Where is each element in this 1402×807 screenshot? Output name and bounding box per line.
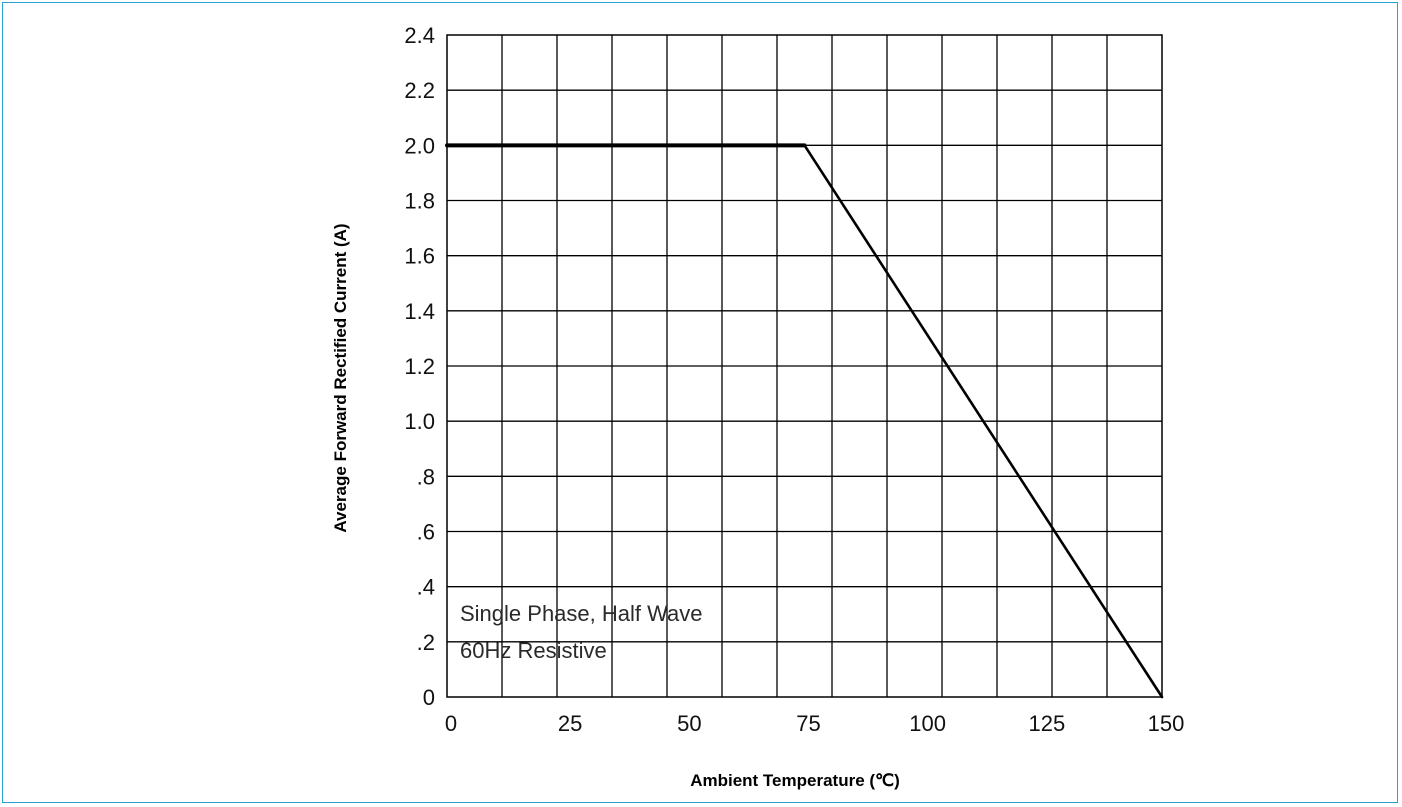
y-tick-label: 1.8 — [404, 189, 435, 214]
y-tick-label: .8 — [417, 464, 435, 489]
plot-border — [446, 34, 1163, 698]
y-tick-label: 2.0 — [404, 133, 435, 158]
x-tick-label: 100 — [909, 711, 946, 736]
series-line-segment — [803, 144, 1164, 699]
y-tick-label: .4 — [417, 575, 435, 600]
y-axis-title: Average Forward Rectified Current (A) — [331, 223, 350, 532]
y-tick-label: 0 — [423, 685, 435, 710]
y-tick-label: .2 — [417, 630, 435, 655]
y-tick-labels: 0 .2 .4 .6 .8 1.0 1.2 1.4 1.6 1.8 2.0 2.2 2.4 — [404, 23, 435, 710]
annotation-line-2: 60Hz Resistive — [460, 638, 607, 663]
y-tick-label: 1.6 — [404, 244, 435, 269]
y-tick-label: .6 — [417, 520, 435, 545]
x-tick-label: 50 — [677, 711, 701, 736]
y-tick-label: 1.2 — [404, 354, 435, 379]
grid — [447, 35, 1162, 697]
annotation-line-1: Single Phase, Half Wave — [460, 601, 703, 626]
x-tick-labels: 0 25 50 75 100 125 150 — [445, 711, 1184, 736]
y-tick-label: 1.4 — [404, 299, 435, 324]
y-tick-label: 2.2 — [404, 78, 435, 103]
x-tick-label: 150 — [1148, 711, 1185, 736]
x-tick-label: 25 — [558, 711, 582, 736]
x-tick-label: 125 — [1028, 711, 1065, 736]
y-tick-label: 2.4 — [404, 23, 435, 48]
x-axis-title: Ambient Temperature (℃) — [690, 771, 900, 790]
x-tick-label: 0 — [445, 711, 457, 736]
y-tick-label: 1.0 — [404, 409, 435, 434]
x-tick-label: 75 — [796, 711, 820, 736]
series-lines — [445, 143, 1164, 699]
